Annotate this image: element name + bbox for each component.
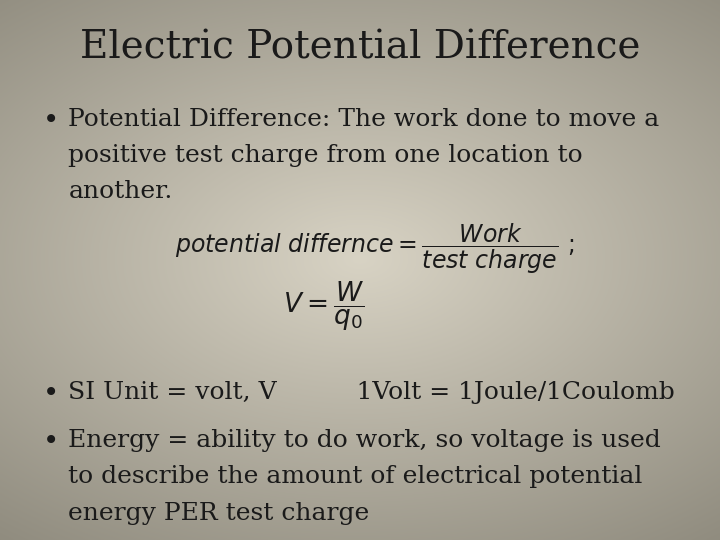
Text: •: • bbox=[43, 108, 60, 135]
Text: SI Unit = volt, V          1Volt = 1Joule/1Coulomb: SI Unit = volt, V 1Volt = 1Joule/1Coulom… bbox=[68, 381, 675, 404]
Text: $\mathit{V} = \dfrac{W}{q_0}$: $\mathit{V} = \dfrac{W}{q_0}$ bbox=[283, 280, 365, 333]
Text: Potential Difference: The work done to move a: Potential Difference: The work done to m… bbox=[68, 108, 660, 131]
Text: Energy = ability to do work, so voltage is used: Energy = ability to do work, so voltage … bbox=[68, 429, 661, 453]
Text: Electric Potential Difference: Electric Potential Difference bbox=[80, 30, 640, 67]
Text: to describe the amount of electrical potential: to describe the amount of electrical pot… bbox=[68, 465, 643, 489]
Text: •: • bbox=[43, 381, 60, 408]
Text: $\mathit{potential\ differnce} = \dfrac{Work}{test\ charge}\ ;$: $\mathit{potential\ differnce} = \dfrac{… bbox=[175, 222, 574, 276]
Text: energy PER test charge: energy PER test charge bbox=[68, 502, 369, 525]
Text: •: • bbox=[43, 429, 60, 456]
Text: positive test charge from one location to: positive test charge from one location t… bbox=[68, 144, 583, 167]
Text: another.: another. bbox=[68, 180, 173, 204]
